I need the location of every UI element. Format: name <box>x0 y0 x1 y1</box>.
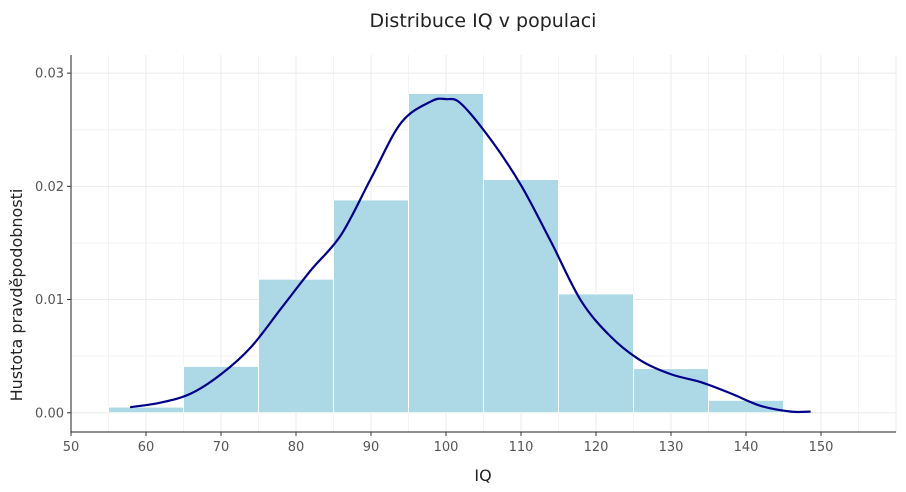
histogram-bar <box>633 368 709 414</box>
x-tick-label: 70 <box>213 440 230 455</box>
x-tick-label: 50 <box>63 440 80 455</box>
y-tick-label: 0.03 <box>35 67 64 82</box>
x-axis-title: IQ <box>474 466 491 485</box>
y-tick-label: 0.01 <box>35 293 64 308</box>
axes-layer <box>70 55 896 433</box>
x-tick-label: 60 <box>138 440 155 455</box>
y-tick-label: 0.02 <box>35 180 64 195</box>
x-tick-label: 100 <box>434 440 459 455</box>
histogram-bar <box>483 179 559 414</box>
x-tick-label: 140 <box>734 440 759 455</box>
y-tick-label: 0.00 <box>35 406 64 421</box>
histogram-bar <box>108 406 184 414</box>
x-tick-label: 120 <box>584 440 609 455</box>
x-tick-label: 80 <box>288 440 305 455</box>
histogram-bar <box>333 199 409 414</box>
x-tick-label: 110 <box>509 440 534 455</box>
density-curve <box>129 97 811 414</box>
density-curve-layer <box>129 97 811 414</box>
x-tick-label: 90 <box>363 440 380 455</box>
ticks-layer: 50 60 70 80 90 100 110 120 130 140 150 0.00 0.01 0.02… <box>35 67 833 455</box>
chart-title: Distribuce IQ v populaci <box>370 10 597 32</box>
histogram-bar <box>258 278 334 414</box>
histogram-bar <box>708 399 784 414</box>
y-axis-title: Hustota pravděpodobnosti <box>7 189 26 402</box>
x-tick-label: 150 <box>809 440 834 455</box>
histogram-bar <box>558 293 634 414</box>
histogram-bar <box>408 92 484 414</box>
bars-layer <box>108 92 784 414</box>
x-tick-label: 130 <box>659 440 684 455</box>
